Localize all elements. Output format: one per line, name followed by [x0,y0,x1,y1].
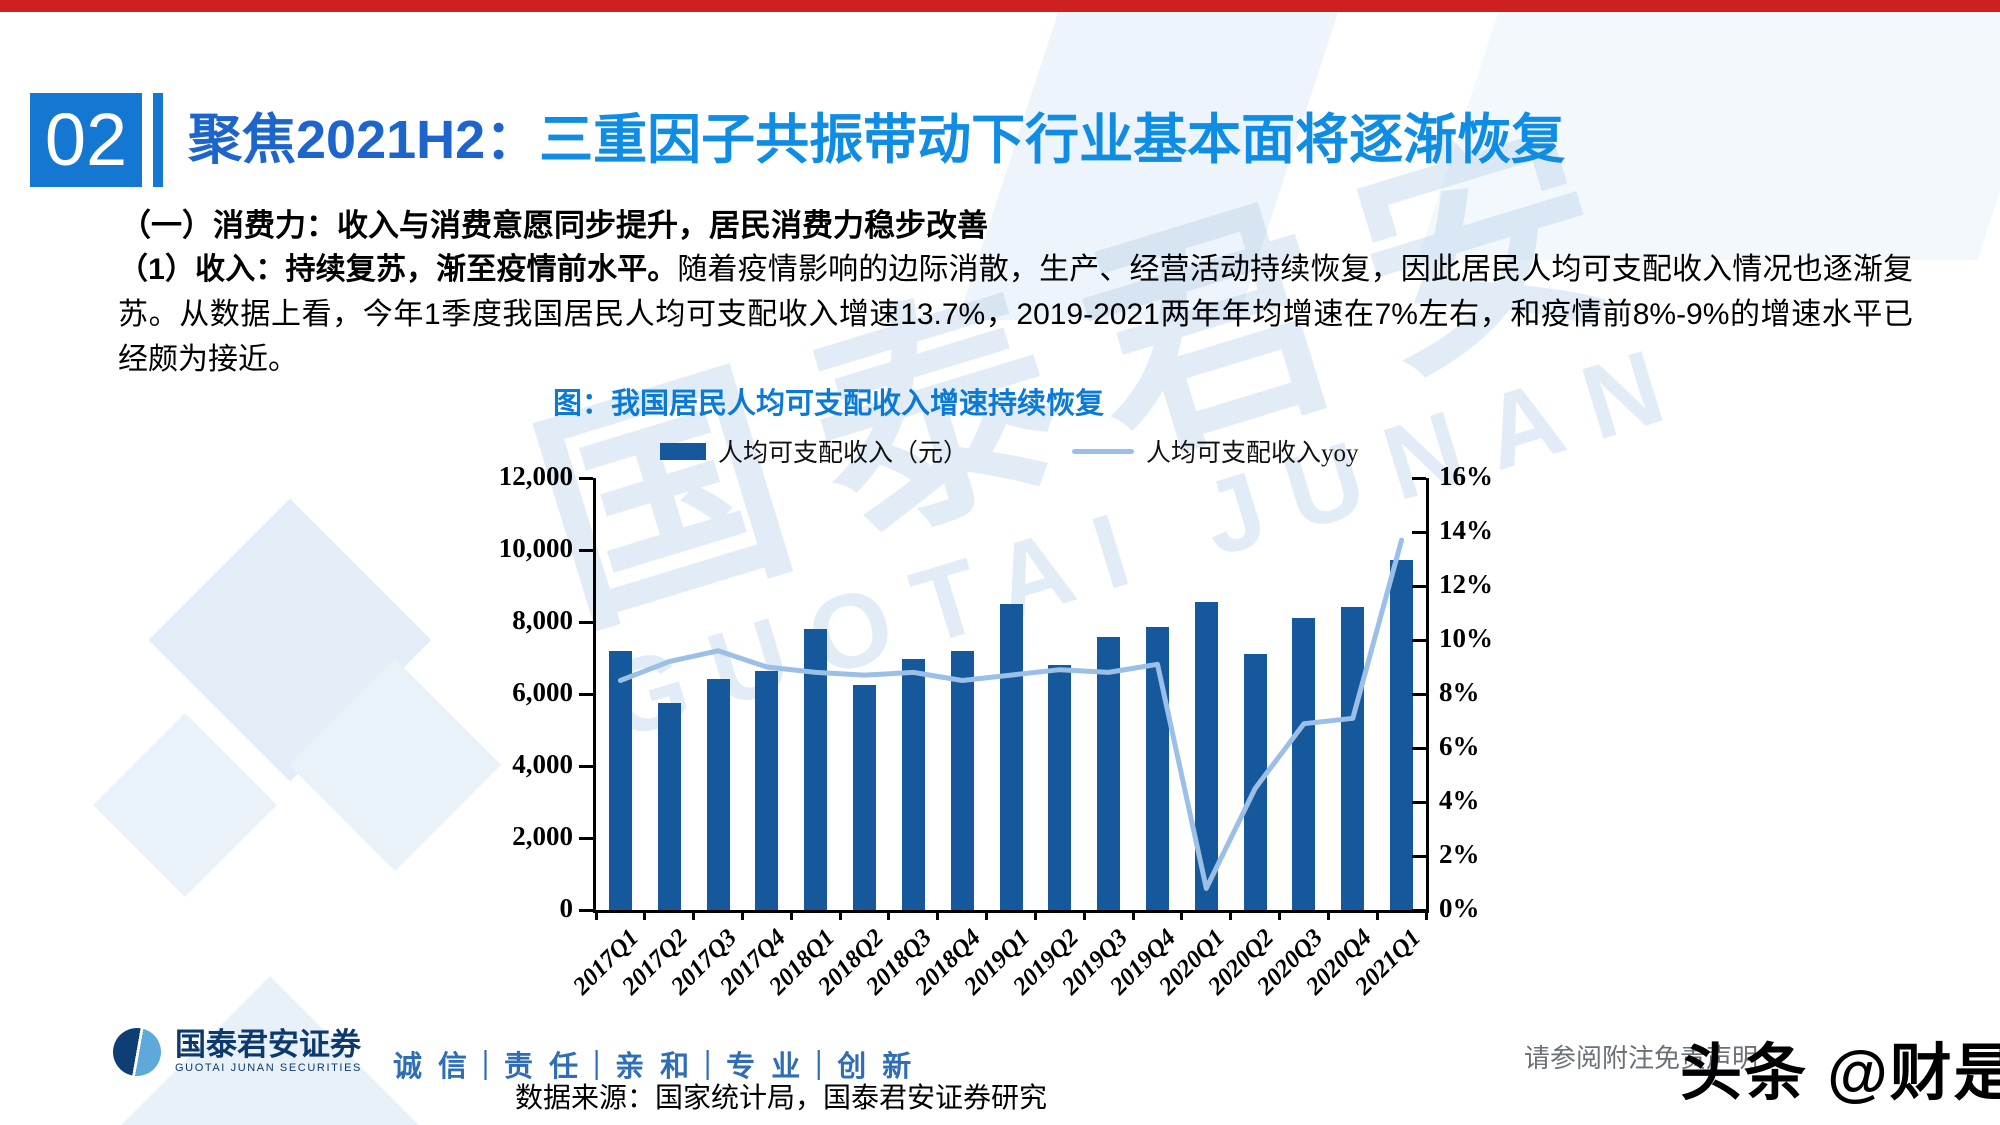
right-axis-label: 0% [1439,893,1480,923]
left-axis-label: 8,000 [512,605,573,635]
left-axis-label: 0 [559,893,574,923]
left-tick [579,692,593,696]
chart-title: 图：我国居民人均可支配收入增速持续恢复 [553,388,1105,420]
left-tick [579,836,593,840]
legend-item-bar: 人均可支配收入（元） [660,433,968,469]
right-tick [1412,692,1426,696]
bar-2018Q2 [853,685,877,910]
body-paragraph-lead: （1）收入：持续复苏，渐至疫情前水平。 [118,253,678,286]
x-tick [789,910,793,920]
bar-2017Q2 [657,703,681,910]
bar-2017Q4 [755,671,779,910]
page-title: 聚焦2021H2：三重因子共振带动下行业基本面将逐渐恢复 [188,93,1565,187]
body-heading: （一）消费力：收入与消费意愿同步提升，居民消费力稳步改善 [120,208,988,243]
right-axis-label: 14% [1439,515,1493,545]
left-tick [579,476,593,480]
legend-bar-label: 人均可支配收入（元） [718,440,969,467]
legend-line-label: 人均可支配收入yoy [1146,440,1359,467]
left-axis-label: 6,000 [512,677,573,707]
x-tick [740,910,744,920]
page-title-main: 三重因子共振带动下行业基本面将逐渐恢复 [539,110,1566,170]
x-tick [1278,910,1282,920]
x-tick [1326,910,1330,920]
left-axis-label: 12,000 [498,461,573,491]
header-vertical-rule [153,93,163,187]
right-tick [1412,530,1426,534]
bar-2019Q3 [1097,636,1121,910]
x-tick [1082,910,1086,920]
x-tick [692,910,696,920]
left-tick [579,908,593,912]
bar-2020Q3 [1292,617,1316,910]
bar-2020Q1 [1194,601,1218,910]
right-tick [1412,584,1426,588]
right-tick [1412,476,1426,480]
x-tick [1424,910,1428,920]
legend-line-swatch [1072,448,1134,454]
left-axis-label: 2,000 [512,821,573,851]
x-tick [1375,910,1379,920]
x-tick [1131,910,1135,920]
footer-logo: 国泰君安证券 GUOTAI JUNAN SECURITIES [113,1028,362,1076]
legend-item-line: 人均可支配收入yoy [1072,433,1359,469]
bar-2017Q1 [608,651,632,910]
right-tick [1412,800,1426,804]
data-source-note: 数据来源：国家统计局，国泰君安证券研究 [515,1082,1048,1113]
footer-brand: 国泰君安证券 GUOTAI JUNAN SECURITIES [175,1027,362,1075]
left-tick [579,548,593,552]
bar-2018Q3 [901,659,925,910]
left-axis-label: 10,000 [498,533,573,563]
bar-2020Q4 [1341,607,1365,910]
footer-brand-cn: 国泰君安证券 [175,1027,361,1062]
right-axis-label: 4% [1439,785,1480,815]
bar-2021Q1 [1390,559,1414,910]
x-tick [1180,910,1184,920]
right-axis-label: 6% [1439,731,1480,761]
x-tick [1033,910,1037,920]
x-tick [887,910,891,920]
right-axis-label: 2% [1439,839,1480,869]
left-tick [579,764,593,768]
guotai-junan-logo-icon [113,1028,161,1076]
x-tick [936,910,940,920]
page-title-prefix: 聚焦2021H2： [188,110,540,170]
toutiao-overlay-watermark: 头条 @财是 [1680,1039,2000,1108]
footer-slogan: 诚 信｜责 任｜亲 和｜专 业｜创 新 [393,1051,916,1083]
x-tick [643,910,647,920]
right-tick [1412,854,1426,858]
section-number-box: 02 [30,93,142,187]
bar-2019Q2 [1048,665,1072,910]
x-tick [985,910,989,920]
right-tick [1412,908,1426,912]
x-tick [1229,910,1233,920]
yoy-line [617,537,1405,891]
x-tick [838,910,842,920]
bar-2019Q1 [999,604,1023,910]
right-tick [1412,638,1426,642]
right-axis-label: 8% [1439,677,1480,707]
body-paragraph: （1）收入：持续复苏，渐至疫情前水平。随着疫情影响的边际消散，生产、经营活动持续… [118,247,1913,382]
right-axis-label: 10% [1439,623,1493,653]
bar-2018Q1 [804,628,828,910]
bar-2018Q4 [950,651,974,910]
bar-2020Q2 [1243,654,1267,910]
left-tick [579,620,593,624]
disclaimer-note: 请参阅附注免责声明 [1524,1043,1759,1073]
chart-plot-area [579,476,1429,920]
decorative-diamond [148,498,432,782]
top-red-bar [0,0,2000,12]
bar-2017Q3 [706,679,730,910]
right-axis-label: 16% [1439,461,1493,491]
left-axis-label: 4,000 [512,749,573,779]
x-tick [594,910,598,920]
decorative-diamond [93,713,277,897]
legend-bar-swatch [660,442,706,460]
footer-brand-en: GUOTAI JUNAN SECURITIES [175,1062,362,1074]
right-tick [1412,746,1426,750]
right-axis-label: 12% [1439,569,1493,599]
